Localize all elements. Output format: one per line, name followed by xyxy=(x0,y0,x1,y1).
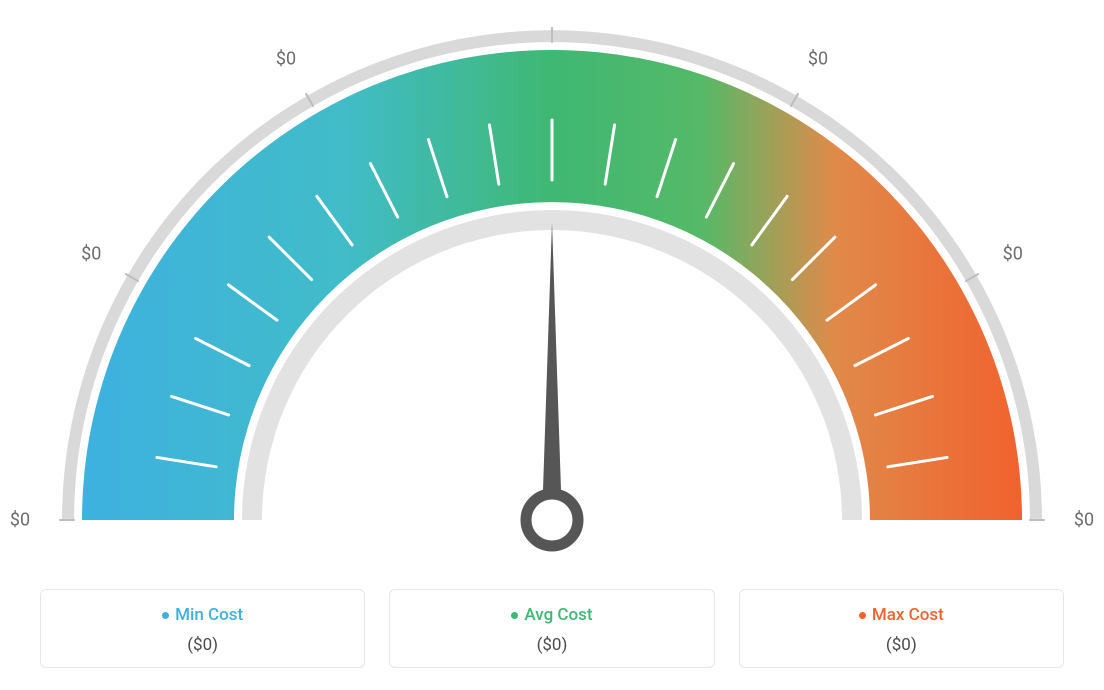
legend-title-min: Min Cost xyxy=(162,605,243,625)
gauge-tick-label: $0 xyxy=(1074,510,1094,531)
legend-label-avg: Avg Cost xyxy=(524,605,592,625)
legend-label-max: Max Cost xyxy=(872,605,944,625)
legend-row: Min Cost ($0) Avg Cost ($0) Max Cost ($0… xyxy=(40,589,1064,669)
legend-title-avg: Avg Cost xyxy=(511,605,592,625)
gauge-tick-label: $0 xyxy=(81,244,101,265)
legend-value-avg: ($0) xyxy=(400,635,703,655)
gauge-tick-label: $0 xyxy=(1003,244,1023,265)
legend-label-min: Min Cost xyxy=(175,605,243,625)
legend-title-max: Max Cost xyxy=(859,605,944,625)
gauge-tick-label: $0 xyxy=(10,510,30,531)
gauge-tick-label: $0 xyxy=(276,49,296,70)
dot-icon xyxy=(511,612,518,619)
gauge-area: $0$0$0$0$0$0$0 xyxy=(0,0,1104,560)
legend-card-min: Min Cost ($0) xyxy=(40,589,365,669)
dot-icon xyxy=(162,612,169,619)
gauge-cost-widget: $0$0$0$0$0$0$0 Min Cost ($0) Avg Cost ($… xyxy=(0,0,1104,690)
gauge-svg xyxy=(0,0,1104,560)
legend-value-min: ($0) xyxy=(51,635,354,655)
legend-card-avg: Avg Cost ($0) xyxy=(389,589,714,669)
gauge-tick-label: $0 xyxy=(808,49,828,70)
legend-value-max: ($0) xyxy=(750,635,1053,655)
dot-icon xyxy=(859,612,866,619)
legend-card-max: Max Cost ($0) xyxy=(739,589,1064,669)
